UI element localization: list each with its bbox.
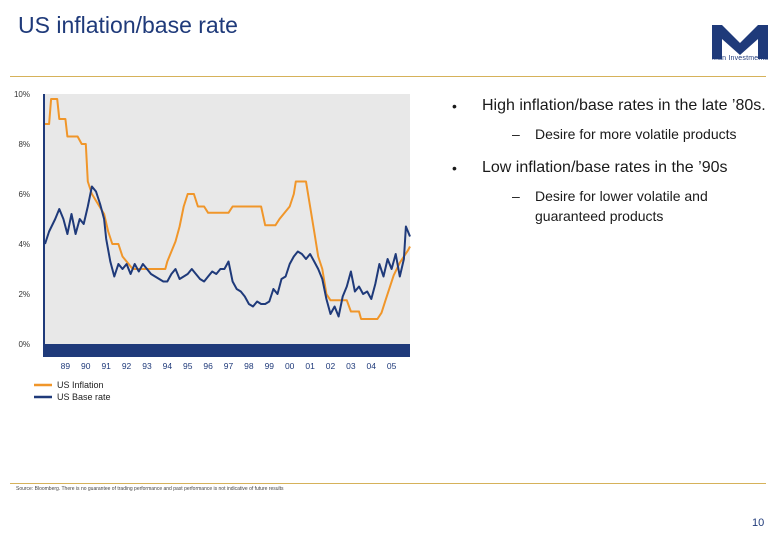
sub-bullet-dash: – xyxy=(512,188,520,204)
footer-divider xyxy=(10,483,766,484)
sub-bullet-item: – Desire for lower volatile and guarantee… xyxy=(450,186,770,226)
series-line-us-base-rate xyxy=(44,185,411,318)
x-tick-label: 05 xyxy=(387,361,397,371)
y-tick-label: 4% xyxy=(18,240,30,249)
sub-bullet-dash: – xyxy=(512,126,520,142)
x-tick-label: 98 xyxy=(244,361,254,371)
legend: US Inflation US Base rate xyxy=(34,380,111,402)
man-investments-logo xyxy=(712,25,768,59)
x-tick-label: 01 xyxy=(305,361,315,371)
page-number: 10 xyxy=(752,517,765,529)
x-tick-label: 99 xyxy=(265,361,275,371)
bullet-item: • Low inflation/base rates in the ’90s xyxy=(450,158,770,178)
header-divider xyxy=(10,76,766,77)
x-tick-label: 91 xyxy=(101,361,111,371)
legend-label-inflation: US Inflation xyxy=(57,380,104,390)
sub-bullet-text: Desire for more volatile products xyxy=(535,126,737,142)
x-tick-label: 96 xyxy=(203,361,213,371)
x-tick-label: 03 xyxy=(346,361,356,371)
x-tick-label: 89 xyxy=(61,361,71,371)
x-tick-label: 92 xyxy=(122,361,132,371)
y-tick-label: 8% xyxy=(18,140,30,149)
y-tick-label: 2% xyxy=(18,290,30,299)
plot-frame-left xyxy=(43,94,45,344)
bullet-text: High inflation/base rates in the late ’8… xyxy=(482,97,766,114)
bullet-text: Low inflation/base rates in the ’90s xyxy=(482,159,728,176)
x-tick-label: 93 xyxy=(142,361,152,371)
legend-label-base-rate: US Base rate xyxy=(57,392,111,402)
x-tick-label: 97 xyxy=(224,361,234,371)
bullet-list: • High inflation/base rates in the late ’… xyxy=(450,96,770,226)
x-tick-label: 94 xyxy=(163,361,173,371)
source-note: Source: Bloomberg. There is no guarantee… xyxy=(16,486,284,492)
sub-bullet-text: Desire for lower volatile and guaranteed… xyxy=(535,188,708,224)
x-tick-label: 02 xyxy=(326,361,336,371)
plot-background xyxy=(45,94,410,344)
sub-bullet-item: – Desire for more volatile products xyxy=(450,124,770,144)
y-tick-label: 10% xyxy=(14,90,30,99)
x-tick-label: 90 xyxy=(81,361,91,371)
bullet-dot: • xyxy=(452,98,457,114)
page-title: US inflation/base rate xyxy=(18,12,238,38)
plot-frame-bottom xyxy=(43,344,410,357)
bullet-dot: • xyxy=(452,160,457,176)
bullet-item: • High inflation/base rates in the late ’… xyxy=(450,96,770,116)
y-tick-label: 0% xyxy=(18,340,30,349)
x-tick-label: 04 xyxy=(367,361,377,371)
x-tick-label: 95 xyxy=(183,361,193,371)
y-tick-label: 6% xyxy=(18,190,30,199)
logo-text: Man Investments xyxy=(712,55,769,62)
x-tick-label: 00 xyxy=(285,361,295,371)
inflation-base-rate-chart: 0% 2% 4% 6% 8% 10% 89 90 91 92 93 94 95 96 97 98 99 00 01… xyxy=(14,90,411,402)
